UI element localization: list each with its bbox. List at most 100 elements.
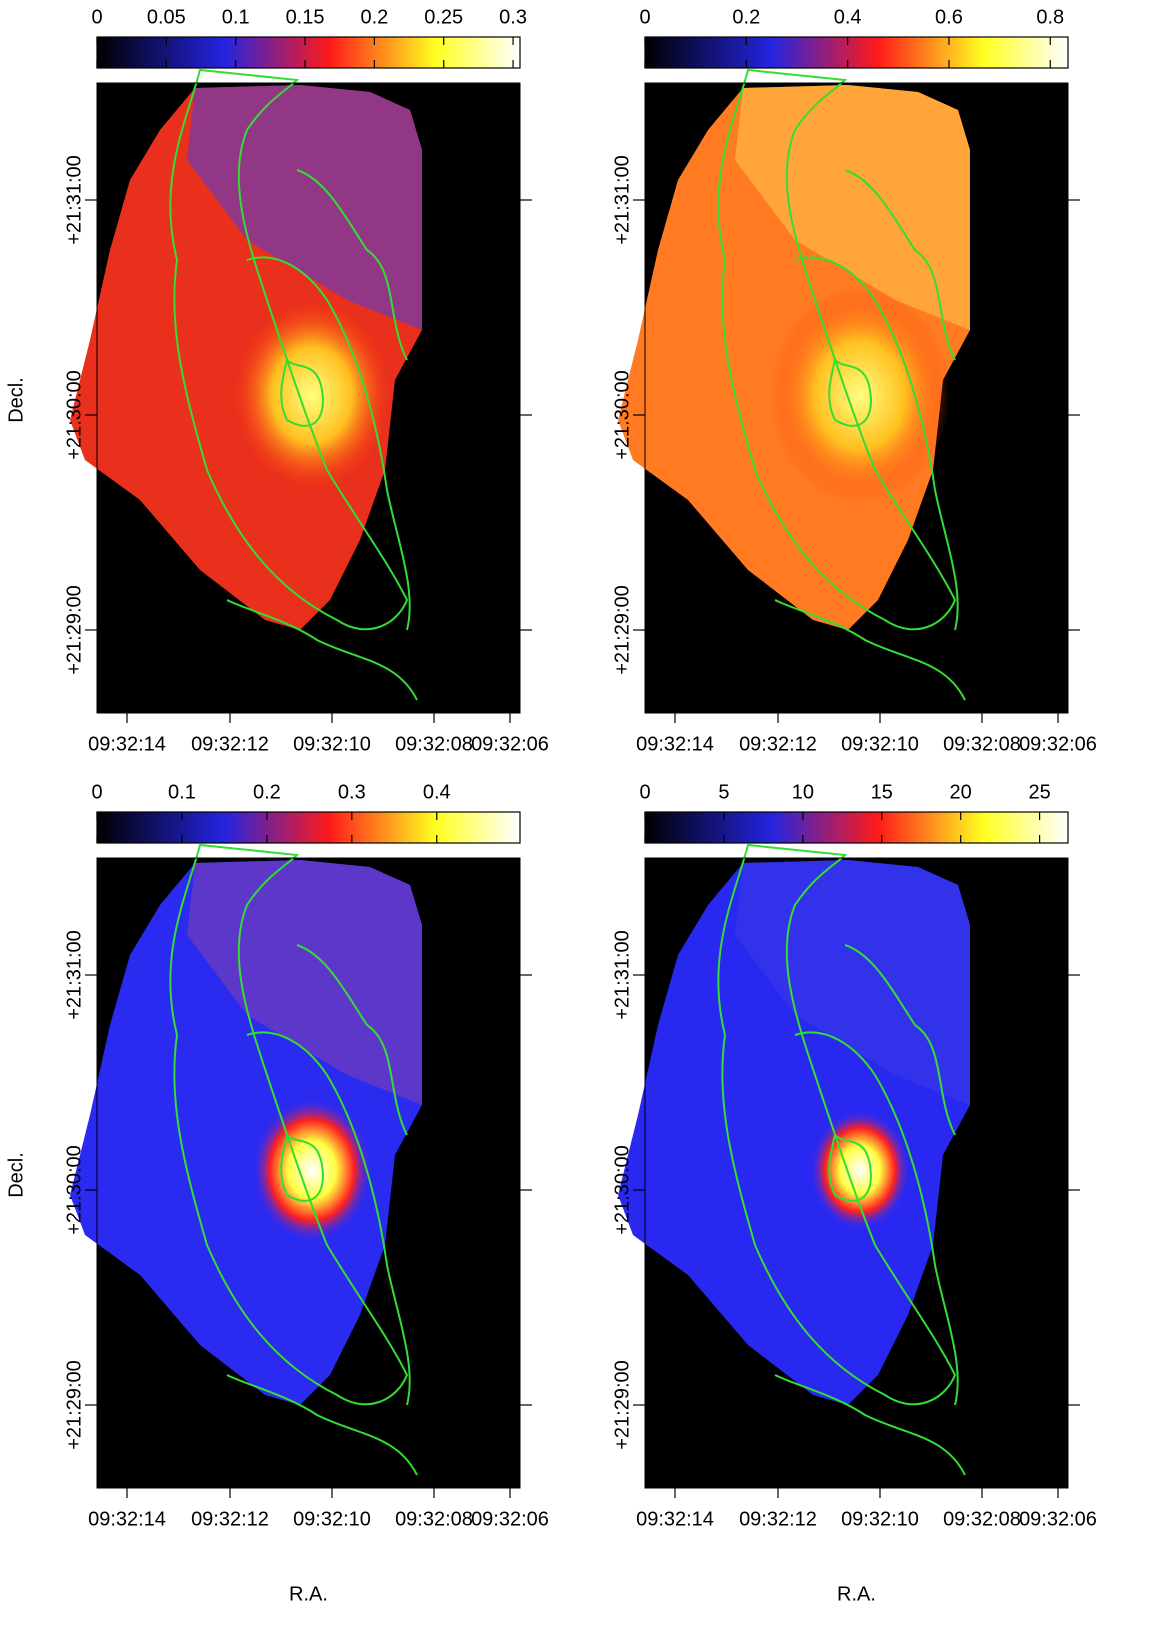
colorbar-tick-label: 0 xyxy=(639,781,650,803)
x-tick-label: 09:32:06 xyxy=(471,733,549,755)
contour xyxy=(828,358,872,427)
image-core xyxy=(770,287,950,503)
colorbar-tick-label: 20 xyxy=(950,781,972,803)
x-tick-label: 09:32:06 xyxy=(471,1508,549,1530)
panel: 0 5 10 15 20 25 +21:31:00 +21:30:00 +21:29:00 09:… xyxy=(611,781,1097,1605)
colorbar-tick-label: 0.1 xyxy=(222,6,250,28)
y-axis-label: Decl. xyxy=(5,377,27,423)
x-tick-label: 09:32:10 xyxy=(841,733,919,755)
contour xyxy=(794,1031,959,1406)
colorbar-tick-label: 0 xyxy=(91,6,102,28)
colorbar-tick-label: 15 xyxy=(871,781,893,803)
image-emission-north xyxy=(735,860,970,1105)
y-tick-label: +21:30:00 xyxy=(611,1145,633,1235)
contour xyxy=(844,169,956,361)
y-tick-label: +21:30:00 xyxy=(63,1145,85,1235)
y-axis-label: Decl. xyxy=(5,1152,27,1198)
y-tick-label: +21:29:00 xyxy=(63,1360,85,1450)
colorbar xyxy=(644,36,1069,69)
x-tick-label: 09:32:08 xyxy=(395,733,473,755)
contour xyxy=(226,599,418,701)
colorbar-tick-label: 0.4 xyxy=(834,6,862,28)
x-tick-label: 09:32:14 xyxy=(88,733,166,755)
contour xyxy=(828,1133,872,1202)
x-tick-label: 09:32:10 xyxy=(841,1508,919,1530)
contour xyxy=(169,843,409,1406)
colorbar xyxy=(96,36,521,69)
colorbar-tick-label: 0 xyxy=(91,781,102,803)
y-tick-label: +21:30:00 xyxy=(611,370,633,460)
image-emission-north xyxy=(187,85,422,330)
colorbar-tick-label: 0.2 xyxy=(360,6,388,28)
colorbar-tick-label: 0.8 xyxy=(1036,6,1064,28)
colorbar-tick-label: 10 xyxy=(792,781,814,803)
contour xyxy=(794,256,959,631)
colorbar-tick-label: 0.2 xyxy=(732,6,760,28)
x-tick-label: 09:32:06 xyxy=(1019,1508,1097,1530)
x-tick-label: 09:32:12 xyxy=(739,1508,817,1530)
contour xyxy=(717,68,957,631)
image-frame xyxy=(644,82,1069,714)
image-core xyxy=(232,299,392,491)
x-tick-label: 09:32:08 xyxy=(943,733,1021,755)
contour xyxy=(246,1031,411,1406)
image-frame xyxy=(644,857,1069,1489)
panel: 0 0.2 0.4 0.6 0.8 +21:31:00 +21:30:00 +21:29:00… xyxy=(611,6,1097,755)
colorbar xyxy=(644,811,1069,844)
x-tick-label: 09:32:06 xyxy=(1019,733,1097,755)
image-core xyxy=(810,1110,910,1230)
x-axis-label: R.A. xyxy=(289,1583,328,1605)
contour xyxy=(774,599,966,701)
x-tick-label: 09:32:14 xyxy=(636,733,714,755)
colorbar-tick-label: 5 xyxy=(718,781,729,803)
image-emission-north xyxy=(187,860,422,1105)
x-tick-label: 09:32:10 xyxy=(293,733,371,755)
contour xyxy=(280,358,324,427)
image-frame xyxy=(96,857,521,1489)
contour xyxy=(226,1374,418,1476)
colorbar-tick-label: 0.25 xyxy=(424,6,463,28)
x-tick-label: 09:32:08 xyxy=(943,1508,1021,1530)
y-tick-label: +21:29:00 xyxy=(611,585,633,675)
image-emission-north xyxy=(735,85,970,330)
y-tick-label: +21:29:00 xyxy=(63,585,85,675)
contour xyxy=(296,169,408,361)
colorbar-tick-label: 0.6 xyxy=(935,6,963,28)
y-tick-label: +21:30:00 xyxy=(63,370,85,460)
y-tick-label: +21:31:00 xyxy=(63,155,85,245)
image-frame xyxy=(96,82,521,714)
colorbar-tick-label: 0 xyxy=(639,6,650,28)
panel: 0 0.1 0.2 0.3 0.4 +21:31:00 +21:30:00 +21:29:00… xyxy=(5,781,549,1605)
colorbar xyxy=(96,811,521,844)
contour xyxy=(169,68,409,631)
colorbar-tick-label: 0.15 xyxy=(286,6,325,28)
x-tick-label: 09:32:08 xyxy=(395,1508,473,1530)
colorbar-tick-label: 0.4 xyxy=(423,781,451,803)
y-tick-label: +21:29:00 xyxy=(611,1360,633,1450)
y-tick-label: +21:31:00 xyxy=(63,930,85,1020)
colorbar-tick-label: 0.3 xyxy=(499,6,527,28)
colorbar-tick-label: 0.1 xyxy=(168,781,196,803)
contour xyxy=(844,944,956,1136)
contour xyxy=(717,843,957,1406)
contour xyxy=(246,256,411,631)
colorbar-tick-label: 0.2 xyxy=(253,781,281,803)
contour xyxy=(774,1374,966,1476)
x-tick-label: 09:32:12 xyxy=(191,1508,269,1530)
contour xyxy=(296,944,408,1136)
x-tick-label: 09:32:14 xyxy=(636,1508,714,1530)
y-tick-label: +21:31:00 xyxy=(611,155,633,245)
x-tick-label: 09:32:12 xyxy=(191,733,269,755)
image-core xyxy=(252,1098,372,1242)
x-tick-label: 09:32:10 xyxy=(293,1508,371,1530)
colorbar-tick-label: 0.3 xyxy=(338,781,366,803)
panel: 0 0.05 0.1 0.15 0.2 0.25 0.3 +21:31:00 +21:30:00… xyxy=(5,6,549,755)
x-axis-label: R.A. xyxy=(837,1583,876,1605)
contour xyxy=(280,1133,324,1202)
colorbar-tick-label: 0.05 xyxy=(147,6,186,28)
x-tick-label: 09:32:14 xyxy=(88,1508,166,1530)
y-tick-label: +21:31:00 xyxy=(611,930,633,1020)
colorbar-tick-label: 25 xyxy=(1028,781,1050,803)
x-tick-label: 09:32:12 xyxy=(739,733,817,755)
